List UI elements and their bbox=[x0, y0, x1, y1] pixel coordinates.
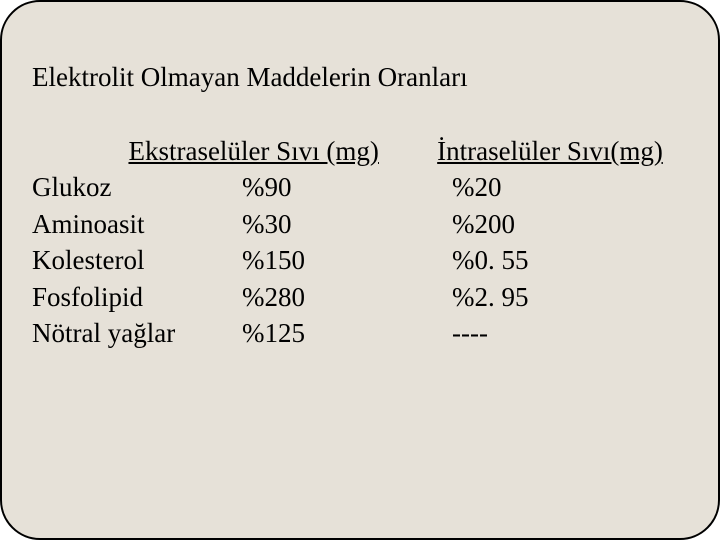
cell-extracellular: %90 bbox=[242, 169, 452, 205]
row-label: Kolesterol bbox=[32, 242, 242, 278]
cell-extracellular: %150 bbox=[242, 242, 452, 278]
table-header-row: Ekstraselüler Sıvı (mg) İntraselüler Sıv… bbox=[32, 133, 688, 169]
slide-card: Elektrolit Olmayan Maddelerin Oranları E… bbox=[0, 0, 720, 540]
row-label: Glukoz bbox=[32, 169, 242, 205]
header-spacer bbox=[32, 133, 128, 169]
cell-extracellular: %125 bbox=[242, 315, 452, 351]
table-row: Aminoasit %30 %200 bbox=[32, 206, 688, 242]
cell-intracellular: %200 bbox=[452, 206, 652, 242]
cell-extracellular: %30 bbox=[242, 206, 452, 242]
column-header-extracellular: Ekstraselüler Sıvı (mg) bbox=[128, 133, 437, 169]
table-row: Nötral yağlar %125 ---- bbox=[32, 315, 688, 351]
slide-title: Elektrolit Olmayan Maddelerin Oranları bbox=[32, 62, 688, 93]
table-row: Fosfolipid %280 %2. 95 bbox=[32, 279, 688, 315]
cell-intracellular: %2. 95 bbox=[452, 279, 652, 315]
cell-extracellular: %280 bbox=[242, 279, 452, 315]
row-label: Aminoasit bbox=[32, 206, 242, 242]
row-label: Nötral yağlar bbox=[32, 315, 242, 351]
data-table: Ekstraselüler Sıvı (mg) İntraselüler Sıv… bbox=[32, 133, 688, 352]
cell-intracellular: %0. 55 bbox=[452, 242, 652, 278]
table-row: Kolesterol %150 %0. 55 bbox=[32, 242, 688, 278]
row-label: Fosfolipid bbox=[32, 279, 242, 315]
cell-intracellular: ---- bbox=[452, 315, 652, 351]
column-header-intracellular: İntraselüler Sıvı(mg) bbox=[437, 133, 688, 169]
cell-intracellular: %20 bbox=[452, 169, 652, 205]
table-row: Glukoz %90 %20 bbox=[32, 169, 688, 205]
